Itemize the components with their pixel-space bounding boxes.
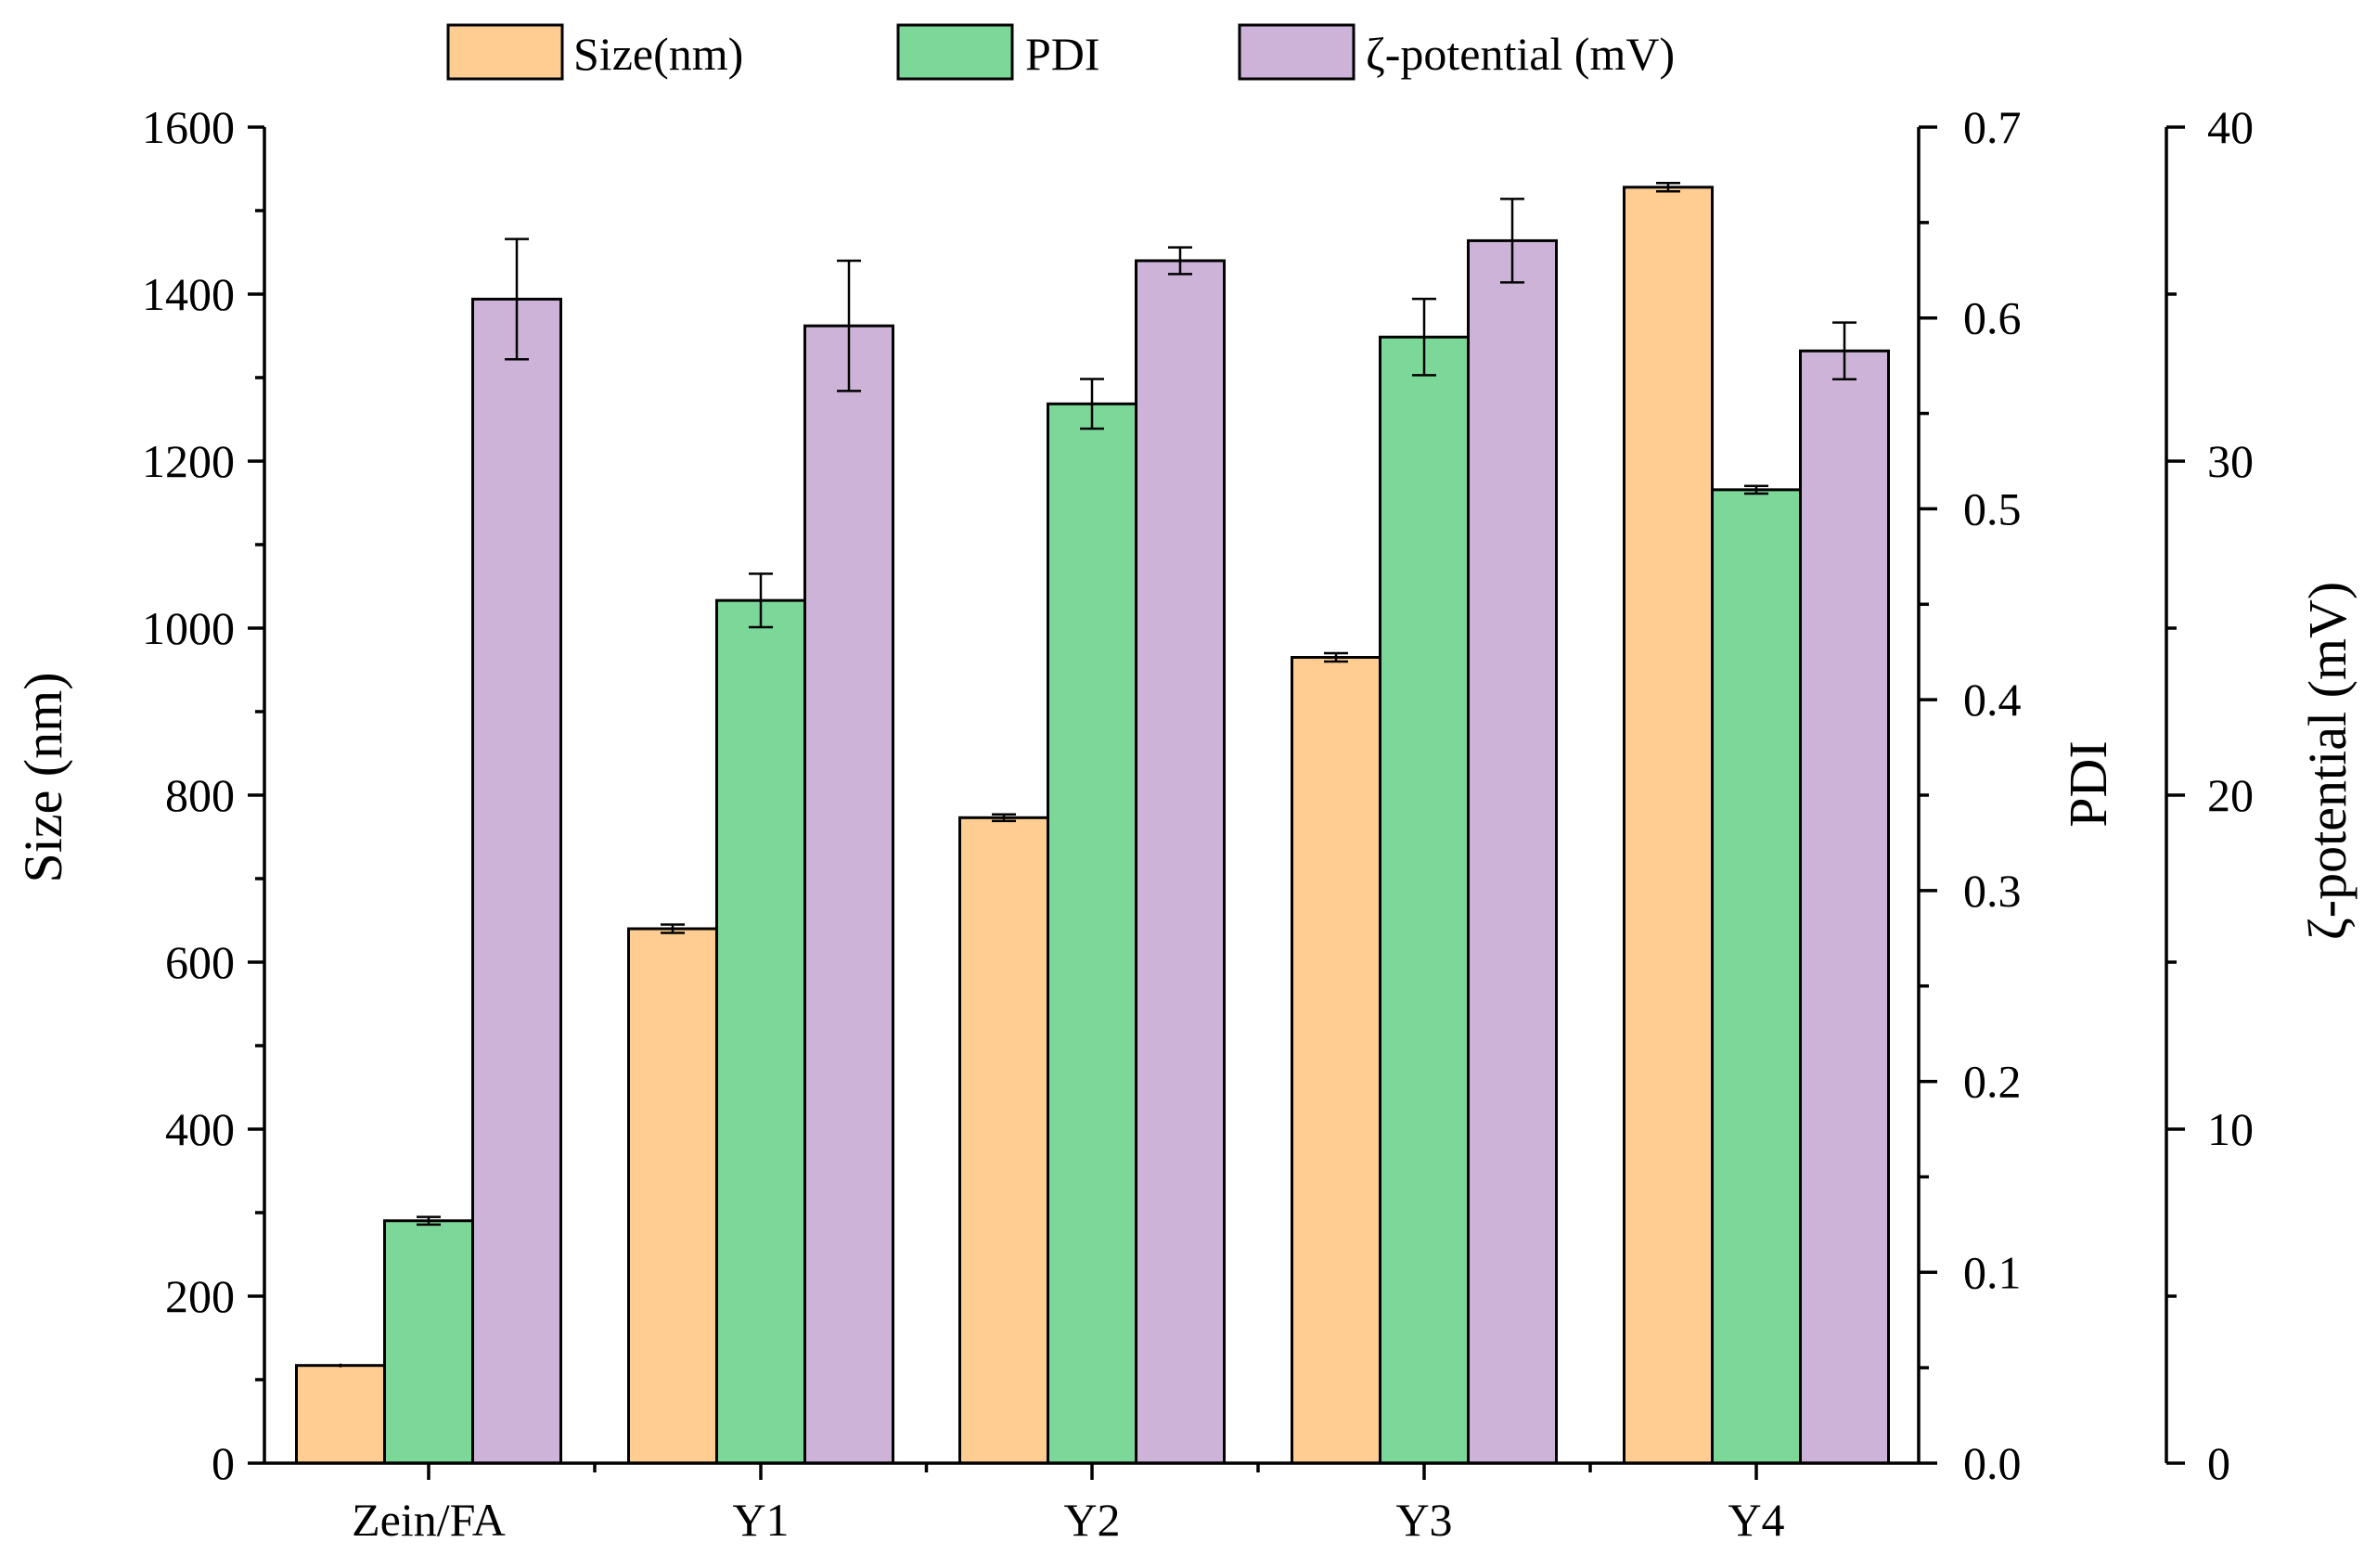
x-axis-tick-label: Zein/FA: [352, 1494, 506, 1546]
y-axis-label-pdi: PDI: [2058, 740, 2118, 827]
y-axis-pdi-tick-label: 0.2: [1963, 1056, 2022, 1108]
error-bar: [1324, 651, 1348, 663]
error-bar: [505, 238, 529, 361]
y-axis-pdi-tick-label: 0.0: [1963, 1437, 2022, 1489]
error-bar: [1168, 246, 1192, 276]
legend-item: PDI: [896, 23, 1100, 81]
y-axis-size-tick-label: 400: [165, 1103, 235, 1155]
error-bar: [749, 572, 773, 629]
bars: [295, 186, 1890, 1465]
y-axis-pdi-tick-label: 0.7: [1963, 101, 2022, 153]
bar-pdi-y1: [715, 598, 806, 1465]
bar-pdi-y3: [1379, 335, 1470, 1465]
x-axis-tick-label: Y1: [732, 1494, 789, 1546]
y-axis-zeta-tick-label: 30: [2207, 435, 2254, 487]
legend-label: PDI: [1025, 28, 1100, 80]
bar-zeta-y4: [1799, 349, 1890, 1465]
error-bar: [992, 813, 1016, 823]
legend-swatch: [1238, 23, 1356, 81]
y-axis-pdi-tick-label: 0.4: [1963, 674, 2022, 726]
error-bar: [661, 923, 685, 934]
error-bar: [1744, 484, 1768, 495]
y-axis-size-tick-label: 1400: [142, 268, 235, 320]
legend-item: Size(nm): [446, 23, 743, 81]
y-axis-label-size: Size (nm): [13, 672, 73, 882]
y-axis-zeta-tick-label: 20: [2207, 769, 2254, 821]
error-bar: [837, 259, 861, 392]
legend-label: Size(nm): [573, 28, 743, 80]
y-axis-size-tick-label: 200: [165, 1270, 235, 1322]
legend: Size(nm) PDI ζ-potential (mV): [446, 23, 1675, 81]
bar-zeta-zein-fa: [471, 297, 562, 1465]
legend-item: ζ-potential (mV): [1238, 23, 1675, 81]
error-bar: [1656, 182, 1680, 193]
bar-size-y4: [1623, 186, 1714, 1465]
y-axis-size-tick-label: 0: [212, 1437, 235, 1489]
error-bar: [1500, 198, 1524, 284]
y-axis-zeta-tick-label: 40: [2207, 101, 2254, 153]
bar-size-y1: [627, 927, 718, 1465]
y-axis-size-tick-label: 1600: [142, 101, 235, 153]
legend-swatch: [896, 23, 1014, 81]
y-axis-pdi-tick-label: 0.5: [1963, 482, 2022, 534]
error-bars: [339, 182, 1857, 1368]
y-axis-pdi-tick-label: 0.6: [1963, 292, 2022, 344]
bar-size-y3: [1291, 656, 1381, 1465]
legend-label: ζ-potential (mV): [1366, 28, 1675, 80]
bar-zeta-y2: [1135, 259, 1226, 1465]
error-bar: [1412, 297, 1436, 377]
bar-pdi-zein-fa: [383, 1219, 474, 1465]
error-bar: [1080, 378, 1104, 431]
bar-size-zein-fa: [295, 1364, 386, 1465]
y-axis-size-tick-label: 1200: [142, 435, 235, 487]
x-axis-tick-label: Y4: [1728, 1494, 1784, 1546]
bar-pdi-y2: [1047, 402, 1137, 1465]
x-axis-tick-label: Y2: [1063, 1494, 1120, 1546]
legend-swatch: [446, 23, 564, 81]
y-axis-size-tick-label: 1000: [142, 602, 235, 654]
error-bar: [1832, 321, 1857, 381]
x-axis-tick-label: Y3: [1395, 1494, 1452, 1546]
bar-size-y2: [958, 816, 1049, 1465]
bar-zeta-y3: [1467, 238, 1558, 1465]
error-bar: [417, 1215, 441, 1227]
bar-pdi-y4: [1711, 488, 1802, 1465]
y-axis-pdi-tick-label: 0.1: [1963, 1246, 2022, 1298]
y-axis-size-tick-label: 600: [165, 936, 235, 988]
y-axis-label-zeta: ζ-potential (mV): [2297, 582, 2358, 940]
bar-zeta-y1: [803, 324, 894, 1465]
y-axis-zeta-tick-label: 10: [2207, 1103, 2254, 1155]
y-axis-zeta-tick-label: 0: [2207, 1437, 2230, 1489]
y-axis-pdi-tick-label: 0.3: [1963, 865, 2022, 917]
y-axis-size-tick-label: 800: [165, 769, 235, 821]
